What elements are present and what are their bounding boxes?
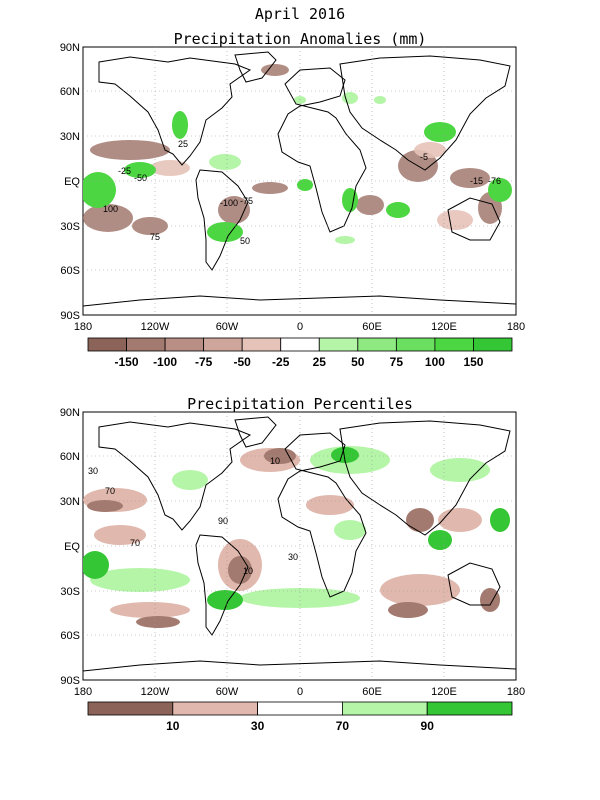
anomaly-light-wet-patches xyxy=(209,92,386,244)
anomaly-colorbar-label: -150 xyxy=(115,355,139,369)
lat-label: 60N xyxy=(60,86,80,98)
percentile-contour-label: 90 xyxy=(218,516,228,526)
percentile-colorbar: 10 30 70 90 xyxy=(87,701,513,733)
lat-label: 90S xyxy=(60,310,80,322)
lat-label: 30S xyxy=(60,221,80,233)
lat-label: 60S xyxy=(60,265,80,277)
percentile-colorbar-swatch xyxy=(257,701,343,716)
lat-label: EQ xyxy=(64,176,80,188)
lon-label: 120W xyxy=(141,686,170,698)
percentile-colorbar-label: 10 xyxy=(166,719,180,733)
anomaly-colorbar-swatch xyxy=(434,337,474,352)
lat-label: 60N xyxy=(60,451,80,463)
anomaly-contour-label: -76 xyxy=(488,176,501,186)
lon-label: 60E xyxy=(362,321,382,333)
percentile-contour-label: 30 xyxy=(288,552,298,562)
anomaly-panel-title: Precipitation Anomalies (mm) xyxy=(173,30,427,48)
lon-label: 180 xyxy=(74,321,92,333)
lon-label: 120E xyxy=(431,686,457,698)
anomaly-colorbar-swatch xyxy=(357,337,397,352)
anomaly-light-dry-patches xyxy=(150,142,473,230)
lon-label: 60W xyxy=(216,321,239,333)
lat-label: 90N xyxy=(60,42,80,54)
anomaly-wet-patches xyxy=(83,111,512,242)
lat-label: 90S xyxy=(60,675,80,687)
lat-label: 90N xyxy=(60,407,80,419)
anomaly-contour-label: -25 xyxy=(118,166,131,176)
lon-label: 120E xyxy=(431,321,457,333)
percentile-panel-title: Precipitation Percentiles xyxy=(187,395,413,413)
anomaly-contour-label: -50 xyxy=(134,173,147,183)
anomaly-contour-label: 50 xyxy=(240,236,250,246)
percentile-lon-axis: 180 120W 60W 0 60E 120E 180 xyxy=(74,686,525,698)
percentile-lat-axis: 90N 60N 30N EQ 30S 60S 90S xyxy=(60,407,81,687)
lon-label: 0 xyxy=(297,321,303,333)
anomaly-colorbar-label: 25 xyxy=(313,355,327,369)
anomaly-colorbar-label: 150 xyxy=(463,355,483,369)
percentile-colorbar-label: 70 xyxy=(336,719,350,733)
anomaly-map: 25 -25 -50 -75 -100 75 100 50 -5 -15 -76… xyxy=(60,42,525,333)
percentile-map: 10 30 70 90 70 30 10 90N 60N 30N EQ 30S … xyxy=(60,407,525,698)
lon-label: 180 xyxy=(74,686,92,698)
lon-label: 60W xyxy=(216,686,239,698)
anomaly-colorbar-swatch xyxy=(318,337,359,352)
date-title: April 2016 xyxy=(254,5,346,23)
percentile-contour-label: 70 xyxy=(130,538,140,548)
anomaly-colorbar-swatch xyxy=(164,337,205,352)
anomaly-colorbar-label: -25 xyxy=(272,355,290,369)
anomaly-contour-label: -75 xyxy=(240,196,253,206)
percentile-contour-label: 10 xyxy=(243,566,253,576)
lon-label: 0 xyxy=(297,686,303,698)
anomaly-colorbar-label: 50 xyxy=(351,355,365,369)
lat-label: EQ xyxy=(64,541,80,553)
anomaly-contour-label: -15 xyxy=(470,176,483,186)
anomaly-contour-label: -5 xyxy=(420,152,428,162)
lat-label: 30S xyxy=(60,586,80,598)
anomaly-colorbar: -150 -100 -75 -50 -25 25 50 75 100 150 xyxy=(87,337,513,369)
lat-label: 30N xyxy=(60,496,80,508)
anomaly-colorbar-label: -100 xyxy=(153,355,177,369)
anomaly-colorbar-swatch xyxy=(126,337,166,352)
anomaly-contour-label: 75 xyxy=(150,232,160,242)
anomaly-contour-label: 100 xyxy=(103,204,118,214)
percentile-contour-label: 70 xyxy=(105,486,115,496)
anomaly-colorbar-label: 75 xyxy=(390,355,404,369)
lon-label: 180 xyxy=(507,686,525,698)
percentile-colorbar-label: 30 xyxy=(251,719,265,733)
percentile-contour-label: 30 xyxy=(88,466,98,476)
percentile-colorbar-label: 90 xyxy=(421,719,435,733)
anomaly-contour-label: 25 xyxy=(178,139,188,149)
lon-label: 60E xyxy=(362,686,382,698)
anomaly-colorbar-swatch xyxy=(203,337,243,352)
anomaly-colorbar-label: -50 xyxy=(234,355,252,369)
anomaly-lon-axis: 180 120W 60W 0 60E 120E 180 xyxy=(74,321,525,333)
anomaly-contour-label: -100 xyxy=(220,198,238,208)
lat-label: 60S xyxy=(60,630,80,642)
anomaly-colorbar-label: 100 xyxy=(425,355,445,369)
anomaly-colorbar-label: -75 xyxy=(195,355,213,369)
anomaly-colorbar-swatch xyxy=(473,337,513,352)
anomaly-lat-axis: 90N 60N 30N EQ 30S 60S 90S xyxy=(60,42,81,322)
anomaly-colorbar-swatch xyxy=(395,337,436,352)
percentile-colorbar-swatch xyxy=(87,701,174,716)
anomaly-colorbar-swatch xyxy=(280,337,320,352)
percentile-colorbar-swatch xyxy=(172,701,259,716)
lon-label: 120W xyxy=(141,321,170,333)
percentile-colorbar-swatch xyxy=(426,701,513,716)
lon-label: 180 xyxy=(507,321,525,333)
lat-label: 30N xyxy=(60,131,80,143)
percentile-contour-label: 10 xyxy=(270,456,280,466)
anomaly-colorbar-swatch xyxy=(87,337,127,352)
percentile-colorbar-swatch xyxy=(341,701,428,716)
percentile-wet-patches xyxy=(83,447,510,610)
anomaly-colorbar-swatch xyxy=(241,337,282,352)
